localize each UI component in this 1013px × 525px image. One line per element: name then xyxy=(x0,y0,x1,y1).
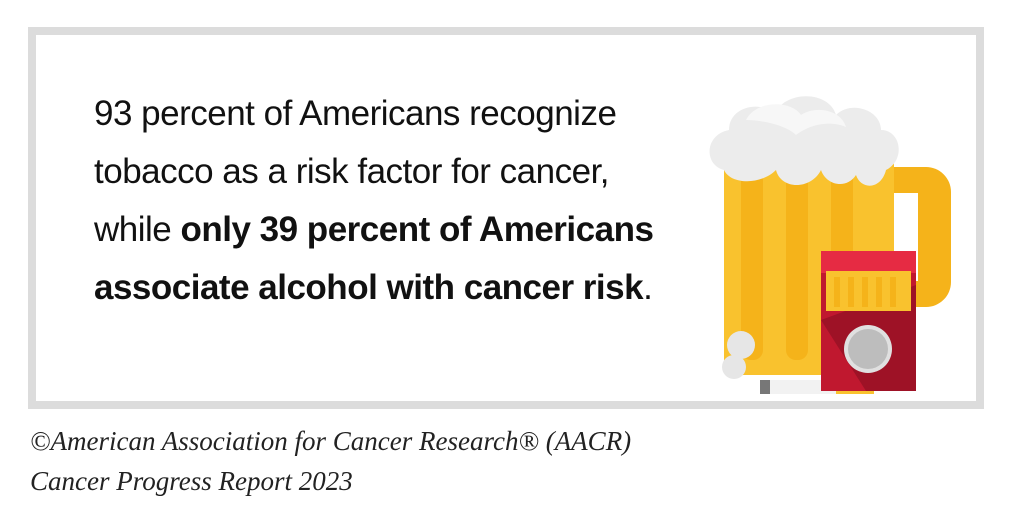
info-card: 93 percent of Americans recognize tobacc… xyxy=(28,27,984,409)
statement-end: . xyxy=(643,268,653,307)
credit-line: ©American Association for Cancer Researc… xyxy=(30,426,632,456)
statement: 93 percent of Americans recognize tobacc… xyxy=(94,85,654,317)
beer-and-cigarettes-illustration xyxy=(709,96,951,394)
statement-text: 93 percent of Americans recognize tobacc… xyxy=(94,94,617,249)
statement-emphasis: only 39 percent of Americans associate a… xyxy=(94,210,654,307)
credit-line: Cancer Progress Report 2023 xyxy=(30,466,353,496)
